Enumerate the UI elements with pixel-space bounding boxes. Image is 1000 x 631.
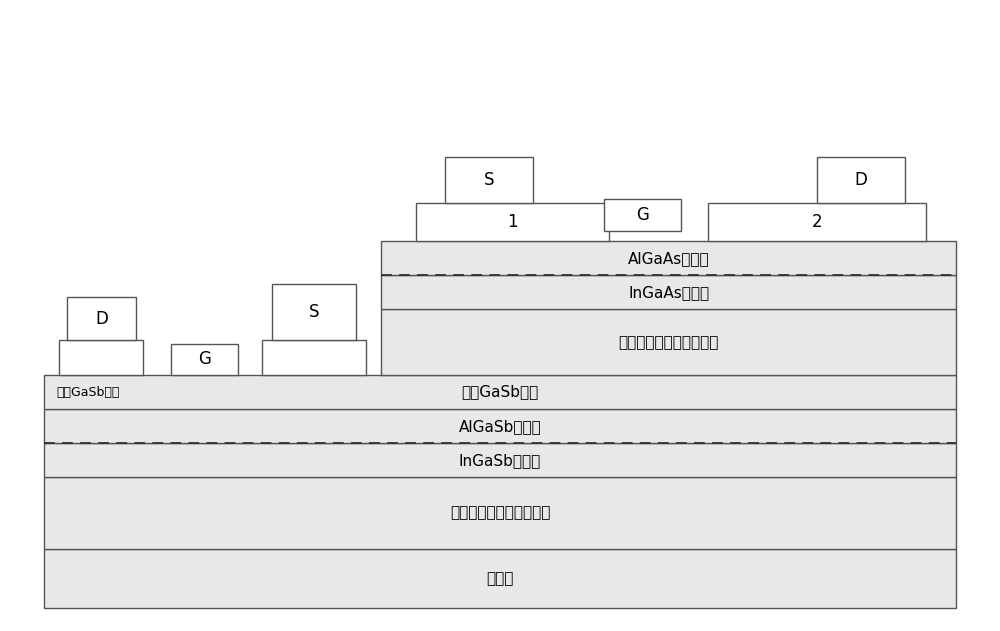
Bar bbox=[44, 443, 956, 478]
Text: 1: 1 bbox=[507, 213, 518, 231]
Text: 第二多层晶格应变缓冲层: 第二多层晶格应变缓冲层 bbox=[618, 335, 719, 350]
Text: InGaSb沟道层: InGaSb沟道层 bbox=[459, 453, 541, 468]
Text: S: S bbox=[484, 171, 494, 189]
Bar bbox=[708, 203, 926, 241]
Text: G: G bbox=[198, 350, 211, 368]
Bar bbox=[604, 199, 681, 232]
Text: 第一多层晶格应变缓冲层: 第一多层晶格应变缓冲层 bbox=[450, 505, 550, 521]
Bar bbox=[445, 156, 533, 203]
Text: InGaAs沟道层: InGaAs沟道层 bbox=[628, 285, 709, 300]
Text: D: D bbox=[95, 310, 108, 327]
Bar bbox=[44, 409, 956, 443]
Bar bbox=[381, 275, 956, 309]
Text: 第一GaSb帽层: 第一GaSb帽层 bbox=[57, 386, 120, 399]
Text: AlGaAs势垒层: AlGaAs势垒层 bbox=[628, 251, 709, 266]
Bar bbox=[44, 478, 956, 549]
Text: G: G bbox=[636, 206, 649, 224]
Text: 第二GaSb帽层: 第二GaSb帽层 bbox=[461, 384, 539, 399]
Text: S: S bbox=[309, 304, 319, 321]
Bar bbox=[171, 343, 238, 375]
Bar bbox=[44, 549, 956, 608]
Bar bbox=[381, 309, 956, 375]
Text: 硬衬底: 硬衬底 bbox=[486, 572, 514, 586]
Text: D: D bbox=[855, 171, 867, 189]
Bar bbox=[59, 340, 143, 375]
Bar bbox=[262, 340, 366, 375]
Text: AlGaSb势垒层: AlGaSb势垒层 bbox=[459, 419, 541, 434]
Bar bbox=[67, 297, 136, 340]
Bar bbox=[381, 241, 956, 275]
Bar bbox=[44, 375, 956, 409]
Bar bbox=[817, 156, 905, 203]
Text: 2: 2 bbox=[812, 213, 823, 231]
Bar bbox=[416, 203, 609, 241]
Bar bbox=[272, 285, 356, 340]
